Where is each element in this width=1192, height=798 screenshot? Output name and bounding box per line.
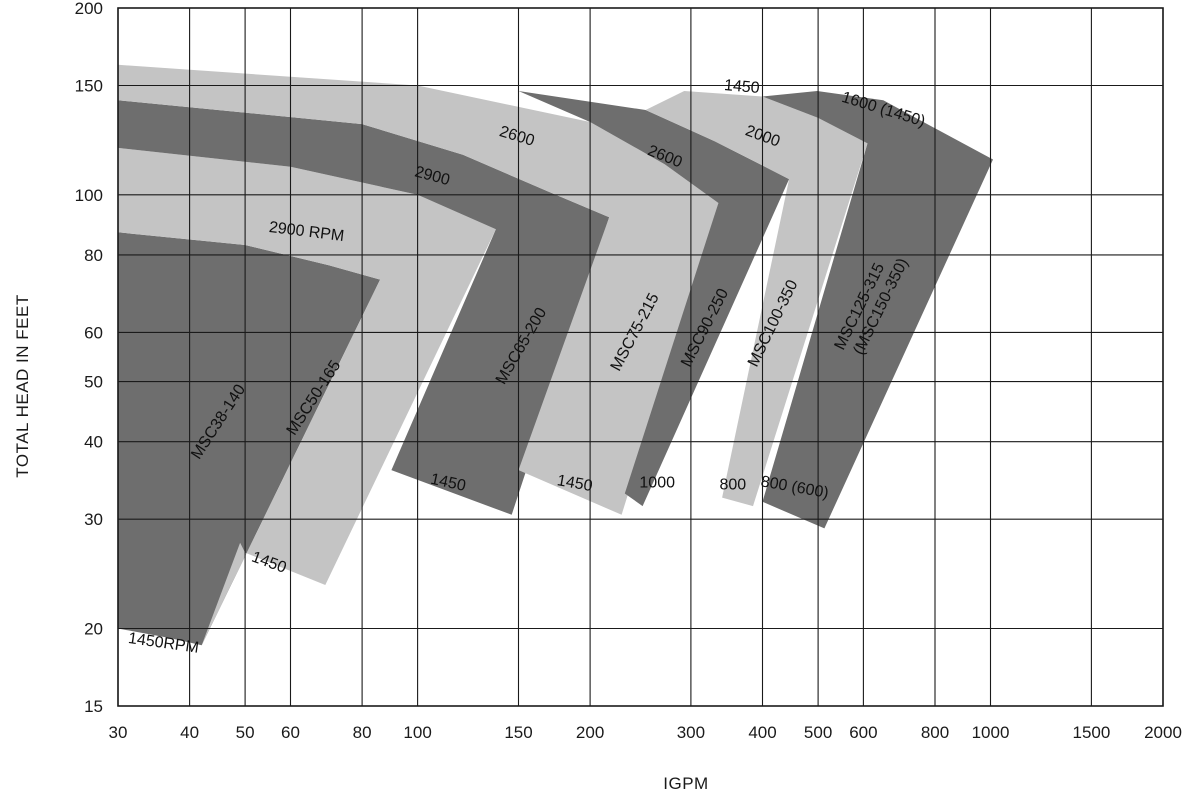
chart-grid [117,7,1164,707]
band-3 [118,64,719,515]
x-tick-label-7: 200 [576,723,604,742]
band-1 [118,147,496,646]
y-tick-label-6: 80 [84,246,103,265]
y-tick-label-5: 60 [84,323,103,342]
x-tick-label-6: 150 [504,723,532,742]
annotation-4: 1450 [723,77,760,97]
x-tick-label-11: 600 [849,723,877,742]
x-tick-label-12: 800 [921,723,949,742]
y-axis-tick-labels: 15 20 30 40 50 60 80 100 150 200 [75,0,103,716]
y-axis-title: TOTAL HEAD IN FEET [13,294,32,477]
y-tick-label-4: 50 [84,373,103,392]
y-tick-label-3: 40 [84,433,103,452]
annotation-19: 1000 [639,474,675,491]
band-2 [118,100,610,515]
band-0 [118,232,381,646]
annotation-18: 1450 [556,472,594,495]
x-tick-label-14: 1500 [1072,723,1110,742]
y-tick-label-9: 200 [75,0,103,18]
y-tick-label-1: 20 [84,620,103,639]
x-tick-label-8: 300 [677,723,705,742]
x-tick-label-5: 100 [403,723,431,742]
x-tick-label-15: 2000 [1144,723,1182,742]
x-axis-title: IGPM [663,774,708,793]
x-tick-label-4: 80 [353,723,372,742]
plot-frame [117,7,1164,707]
y-tick-label-0: 15 [84,697,103,716]
x-tick-label-13: 1000 [972,723,1010,742]
y-tick-label-7: 100 [75,186,103,205]
x-tick-label-2: 50 [236,723,255,742]
y-tick-label-8: 150 [75,77,103,96]
x-tick-label-3: 60 [281,723,300,742]
x-tick-label-9: 400 [748,723,776,742]
x-axis-tick-labels: 30 40 50 60 80 100 150 200 300 400 500 600 800 1000 15… [109,723,1182,742]
y-tick-label-2: 30 [84,510,103,529]
annotation-20: 800 [719,477,746,494]
x-tick-label-1: 40 [180,723,199,742]
x-tick-label-0: 30 [109,723,128,742]
x-tick-label-10: 500 [804,723,832,742]
